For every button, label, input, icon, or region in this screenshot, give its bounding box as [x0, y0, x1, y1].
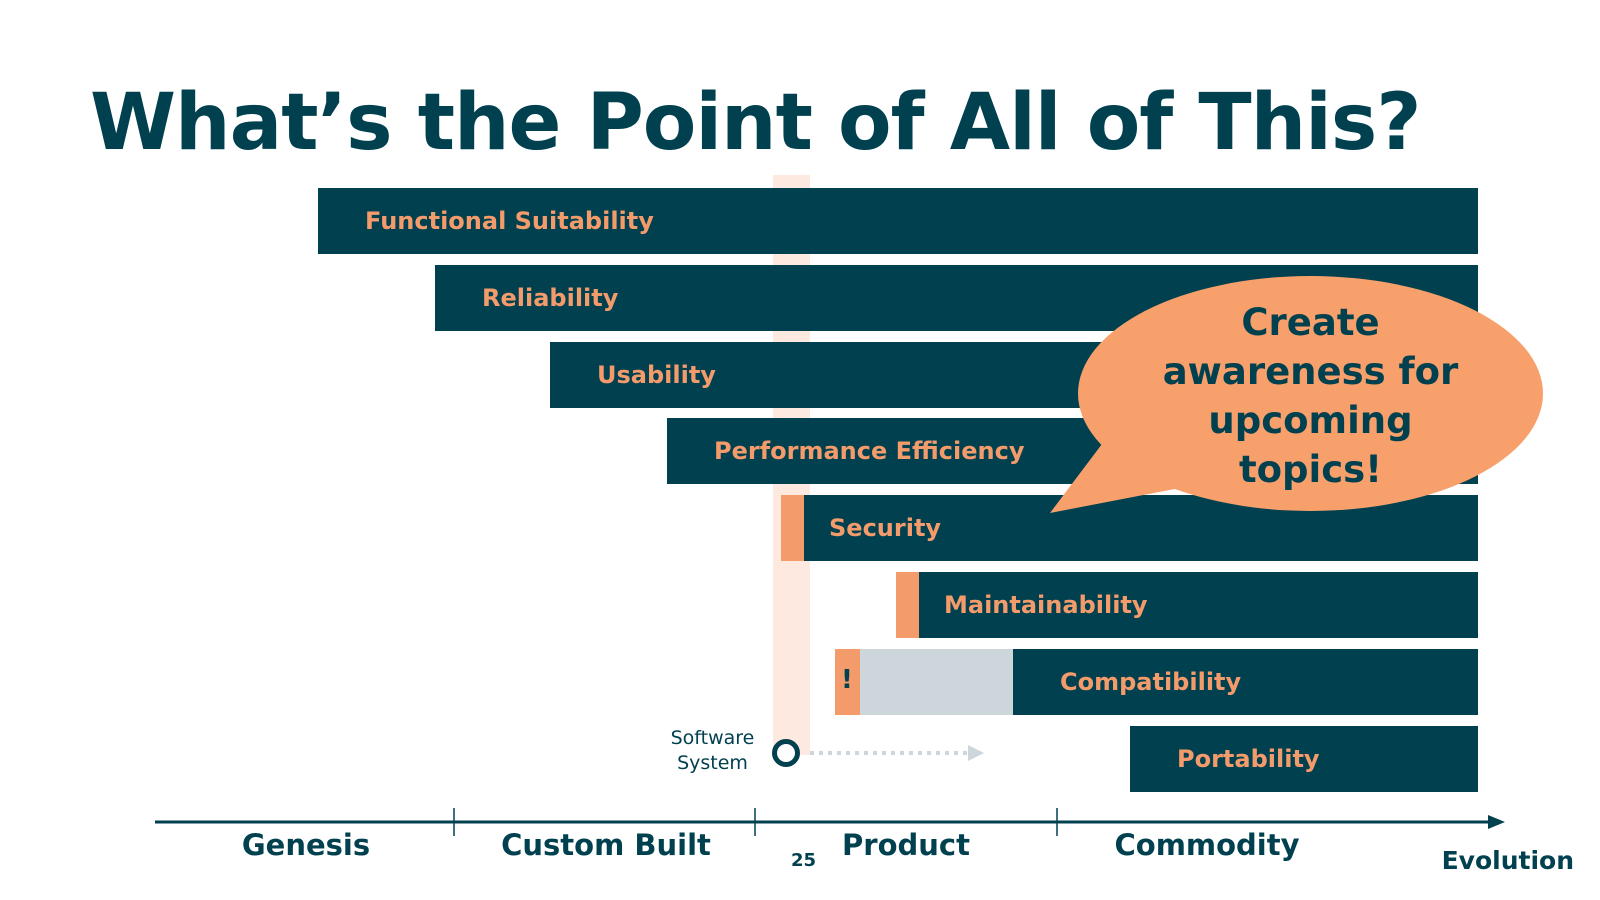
- axis-arrow-icon: [1488, 815, 1505, 829]
- bar-compatibility: Compatibility: [1013, 649, 1478, 715]
- bar-functional-suitability: Functional Suitability: [318, 188, 1478, 254]
- security-current-segment: [781, 495, 804, 561]
- slide-title: What’s the Point of All of This?: [90, 78, 1422, 168]
- axis-label-evolution: Evolution: [1441, 846, 1574, 875]
- bar-label: Security: [829, 514, 942, 542]
- bar-label: Reliability: [482, 284, 619, 312]
- bar-label: Usability: [597, 361, 716, 389]
- stage-product: Product: [842, 828, 970, 862]
- bar-label: Compatibility: [1060, 668, 1242, 696]
- bar-label: Portability: [1177, 745, 1320, 773]
- speech-bubble: [1078, 276, 1543, 511]
- bar-label: Maintainability: [944, 591, 1148, 619]
- callout-text: Create awareness for upcoming topics!: [1162, 301, 1459, 491]
- warning-marker: !: [841, 665, 853, 695]
- stage-custom-built: Custom Built: [501, 828, 711, 862]
- bar-portability: Portability: [1130, 726, 1478, 792]
- software-system-label: Software System: [670, 727, 755, 774]
- stage-commodity: Commodity: [1114, 828, 1300, 862]
- maintainability-current-segment: [896, 572, 919, 638]
- compatibility-gap-segment: [860, 649, 1013, 715]
- software-system-circle-icon: [772, 739, 800, 767]
- page-number: 25: [791, 850, 817, 871]
- compatibility-current-segment: [835, 649, 860, 715]
- bar-label: Performance Efficiency: [714, 437, 1025, 465]
- stage-genesis: Genesis: [241, 828, 371, 862]
- bar-label: Functional Suitability: [365, 207, 654, 235]
- bar-maintainability: Maintainability: [919, 572, 1478, 638]
- dotted-arrow-head-icon: [968, 745, 984, 761]
